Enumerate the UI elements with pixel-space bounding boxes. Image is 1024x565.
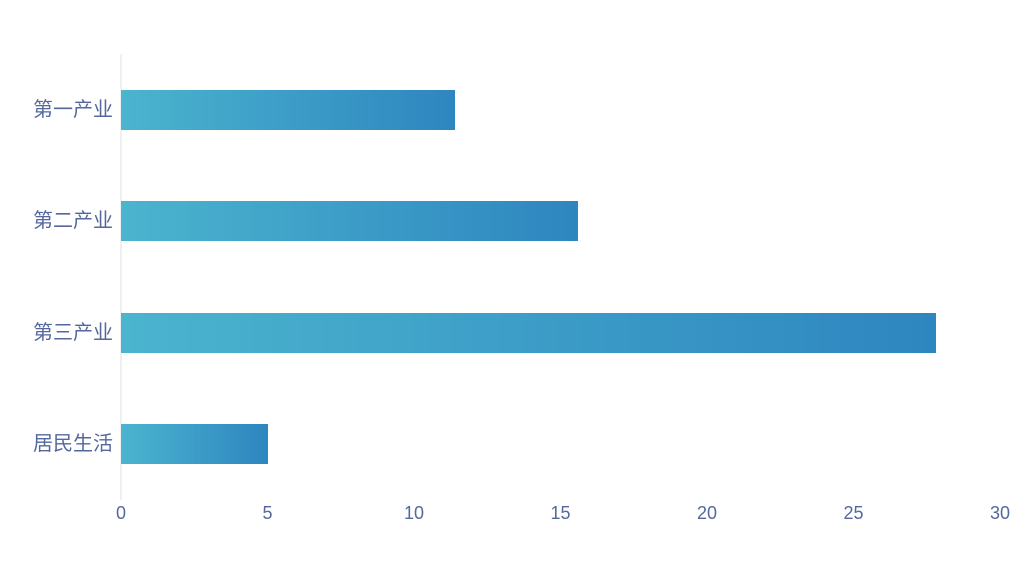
category-label: 第三产业 — [33, 321, 113, 344]
category-bar[interactable] — [121, 89, 456, 130]
x-tick-label: 15 — [550, 503, 571, 523]
x-tick-label: 5 — [262, 503, 273, 523]
category-bar[interactable] — [121, 424, 268, 465]
y-axis-line — [120, 54, 122, 500]
category-label: 第二产业 — [33, 210, 113, 233]
category-label: 第一产业 — [33, 98, 113, 121]
x-tick-label: 0 — [115, 503, 127, 523]
x-tick-label: 20 — [696, 503, 718, 523]
x-tick-label: 25 — [843, 503, 864, 523]
x-tick-label: 10 — [403, 503, 425, 523]
category-bar[interactable] — [121, 201, 579, 242]
category-label: 居民生活 — [33, 433, 113, 456]
category-bar[interactable] — [121, 312, 936, 353]
x-tick-label: 30 — [989, 503, 1011, 523]
